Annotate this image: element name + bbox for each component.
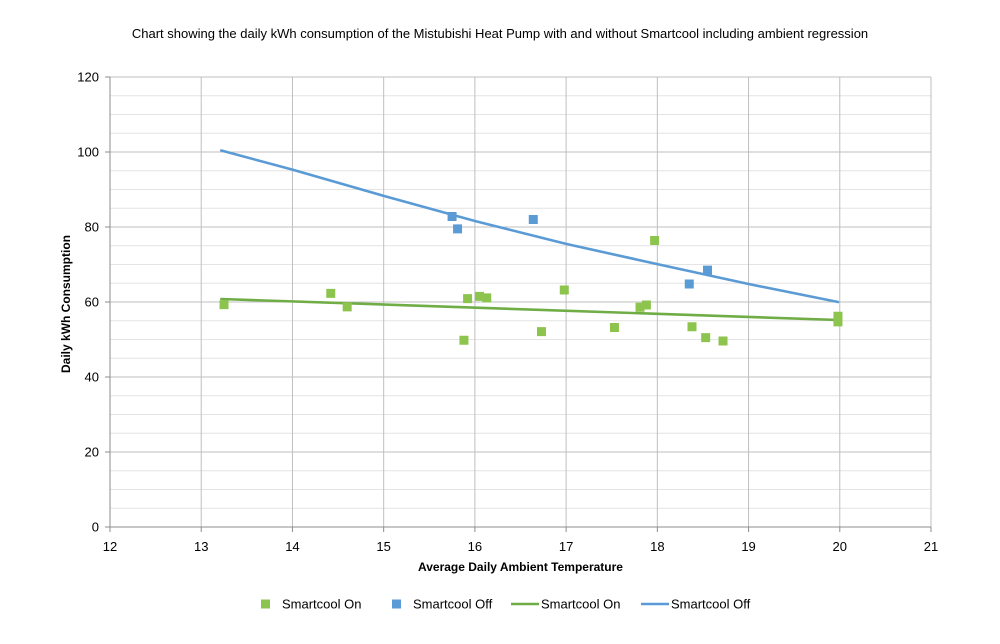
legend-label-0: Smartcool On xyxy=(282,597,361,612)
y-tick-label: 0 xyxy=(92,520,99,535)
data-point-series-0 xyxy=(536,327,546,337)
data-point-series-0 xyxy=(687,322,697,332)
data-point-series-0 xyxy=(474,291,484,301)
legend-label-2: Smartcool On xyxy=(541,597,620,612)
data-point-series-0 xyxy=(482,293,492,303)
x-tick-label: 14 xyxy=(285,539,299,554)
x-tick-label: 19 xyxy=(741,539,755,554)
data-point-series-1 xyxy=(528,215,538,224)
x-tick-label: 17 xyxy=(559,539,573,554)
trendline-series-3 xyxy=(220,149,840,304)
data-point-series-1 xyxy=(453,224,463,234)
point-layer xyxy=(219,212,843,346)
legend-swatch-marker-1 xyxy=(392,599,401,609)
data-point-series-0 xyxy=(833,311,843,321)
data-point-series-1 xyxy=(684,279,694,289)
y-tick-label: 60 xyxy=(85,295,99,310)
trendline-layer xyxy=(220,149,840,322)
data-point-series-0 xyxy=(650,236,660,245)
data-point-series-0 xyxy=(326,288,336,298)
data-point-series-0 xyxy=(219,300,229,310)
y-tick-label: 100 xyxy=(77,145,99,160)
data-point-series-0 xyxy=(559,285,569,295)
data-point-series-0 xyxy=(459,335,469,345)
legend-layer: Smartcool On Smartcool Off Smartcool On Sma… xyxy=(261,597,751,612)
data-point-series-0 xyxy=(718,336,728,346)
grid-layer xyxy=(109,76,932,528)
label-layer: 12 13 14 15 16 17 18 19 20 21 0 20 40 60 80 100 120 Avera… xyxy=(59,70,938,575)
x-axis-title: Average Daily Ambient Temperature xyxy=(418,560,623,574)
data-point-series-0 xyxy=(609,323,619,332)
y-axis-title: Daily kWh Consumption xyxy=(59,235,73,373)
x-tick-label: 13 xyxy=(194,539,208,554)
x-tick-label: 12 xyxy=(103,539,117,554)
data-point-series-0 xyxy=(833,317,843,327)
x-tick-label: 21 xyxy=(924,539,938,554)
y-tick-label: 40 xyxy=(85,370,99,385)
chart-title: Chart showing the daily kWh consumption … xyxy=(131,26,869,41)
data-point-series-0 xyxy=(342,302,352,312)
legend-label-3: Smartcool Off xyxy=(671,597,751,612)
x-tick-label: 20 xyxy=(833,539,847,554)
trendline-series-2 xyxy=(220,297,840,322)
y-tick-label: 20 xyxy=(85,445,99,460)
legend-label-1: Smartcool Off xyxy=(413,597,493,612)
y-tick-label: 120 xyxy=(77,70,99,85)
data-point-series-1 xyxy=(447,212,457,221)
data-point-series-0 xyxy=(635,302,645,312)
data-point-series-0 xyxy=(641,300,651,310)
x-tick-label: 18 xyxy=(650,539,664,554)
data-point-series-1 xyxy=(703,265,713,275)
legend-swatch-marker-0 xyxy=(261,599,270,609)
y-tick-label: 80 xyxy=(85,220,99,235)
x-tick-label: 15 xyxy=(376,539,390,554)
data-point-series-0 xyxy=(701,333,711,343)
x-tick-label: 16 xyxy=(468,539,482,554)
data-point-series-0 xyxy=(463,294,473,304)
axis-layer xyxy=(105,76,932,532)
